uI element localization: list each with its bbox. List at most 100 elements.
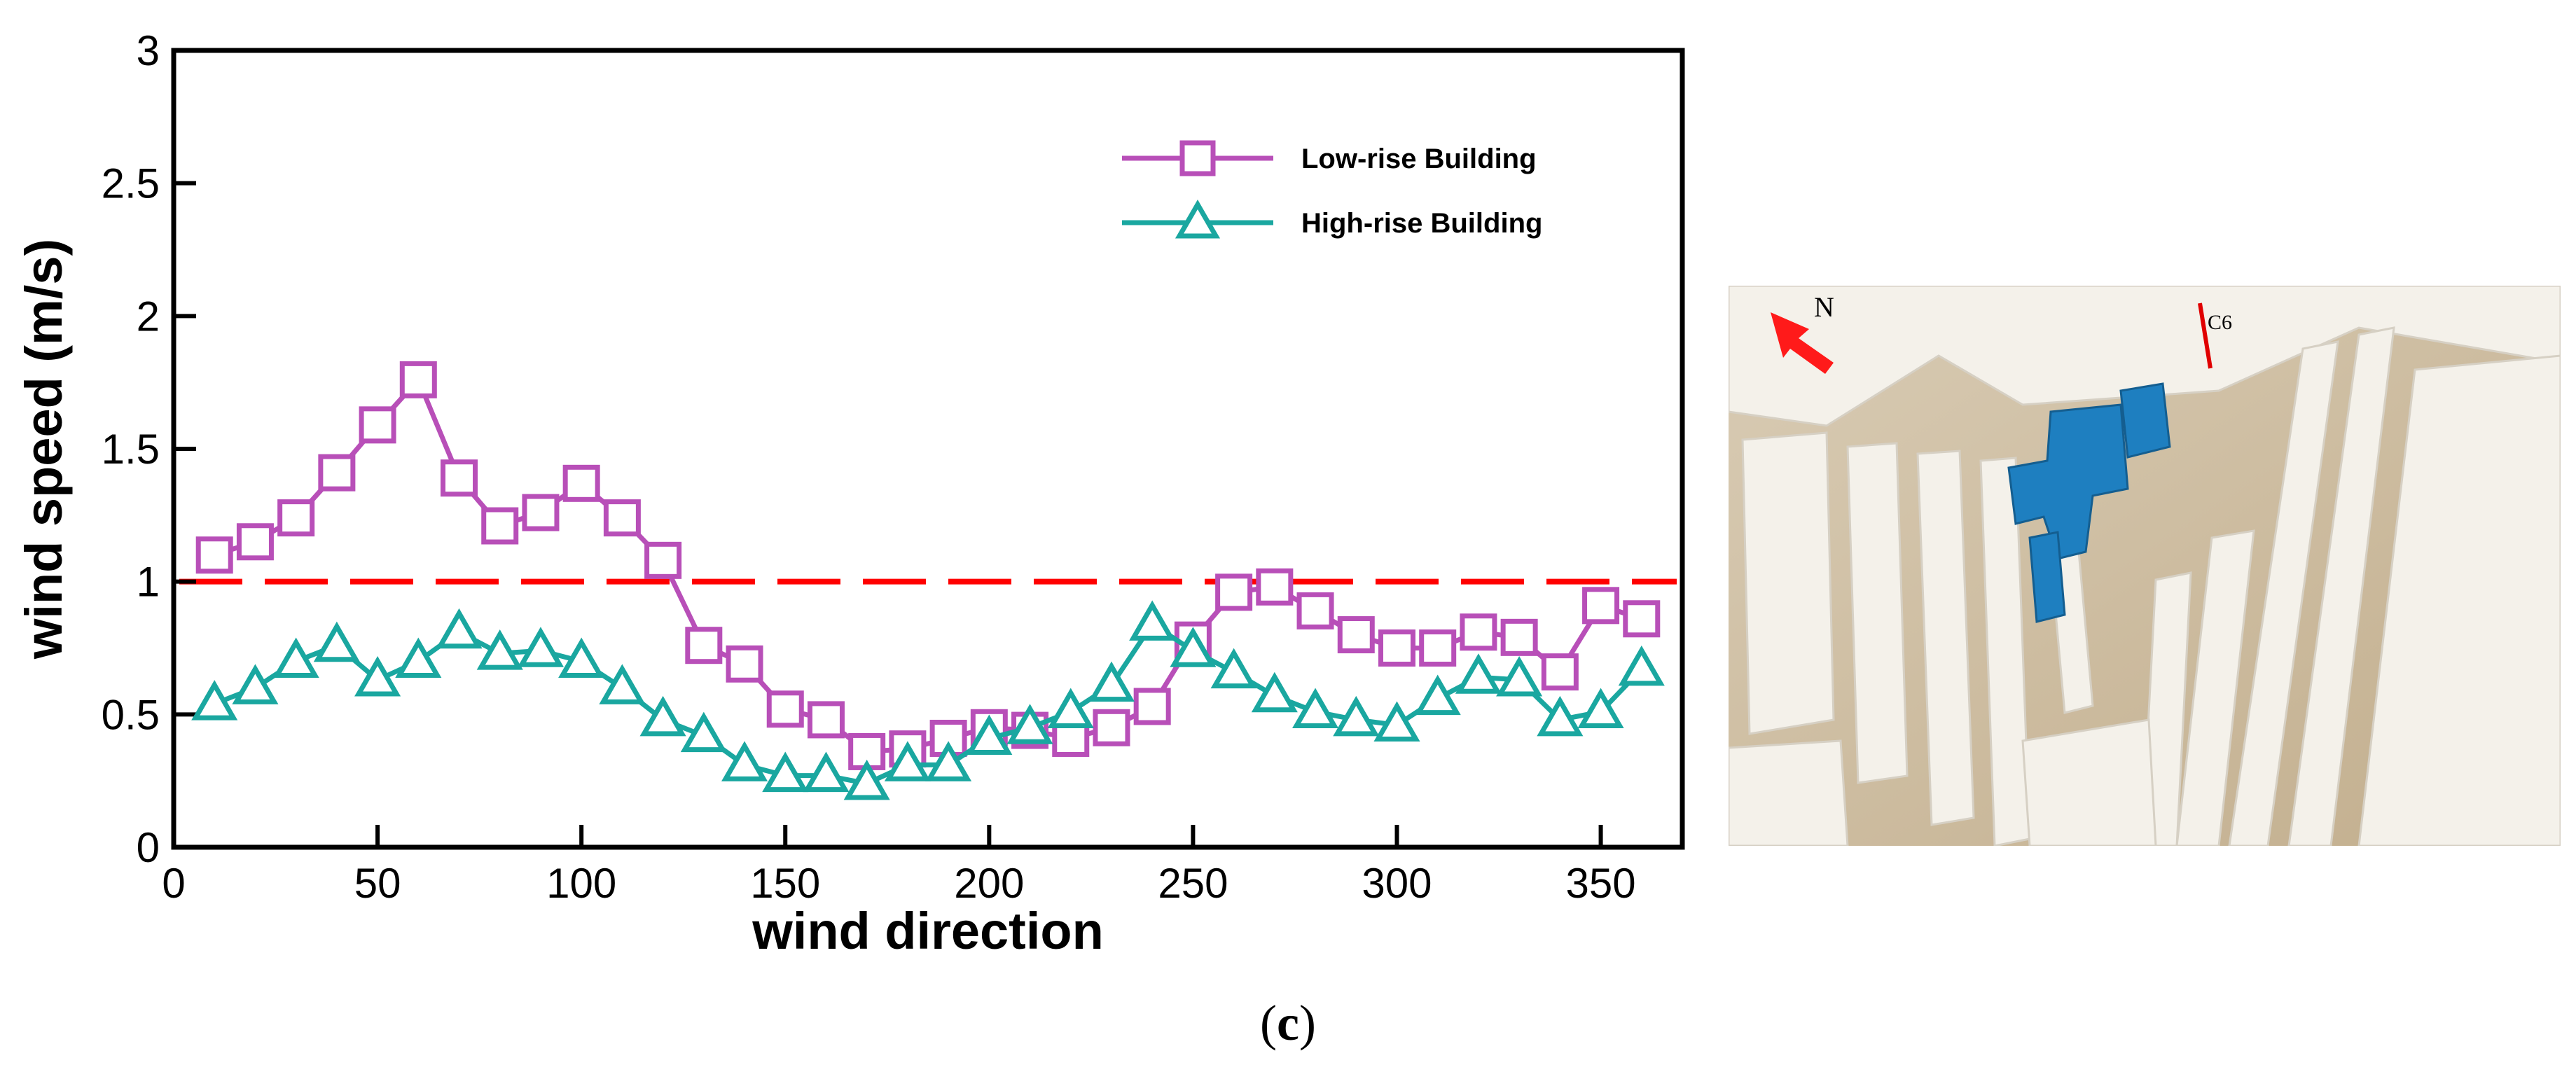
legend-triangle-marker bbox=[1175, 200, 1221, 239]
data-point-triangle bbox=[1496, 655, 1543, 697]
data-point-triangle bbox=[762, 751, 809, 793]
x-tick-label: 300 bbox=[1362, 860, 1432, 907]
measurement-point-c6: C6 bbox=[2198, 302, 2232, 369]
data-point-triangle bbox=[436, 608, 483, 649]
data-point-triangle bbox=[1333, 695, 1380, 737]
y-tick-label: 0 bbox=[137, 824, 160, 871]
data-point-square bbox=[277, 499, 315, 537]
data-point-square bbox=[1093, 709, 1130, 746]
data-point-square bbox=[685, 627, 723, 664]
data-point-square bbox=[399, 361, 437, 398]
data-point-triangle bbox=[1170, 627, 1217, 667]
x-tick-label: 50 bbox=[354, 860, 401, 907]
data-point-square bbox=[726, 645, 763, 683]
wind-speed-chart: 0 50 100 150 200 250 300 350 0 0.5 1 1.5 2 2.5 3 wind… bbox=[15, 27, 1685, 960]
data-point-square bbox=[1500, 618, 1538, 656]
data-point-triangle bbox=[925, 741, 972, 781]
x-tick-label: 350 bbox=[1566, 860, 1636, 907]
x-axis-label: wind direction bbox=[752, 902, 1104, 960]
y-tick-label: 2.5 bbox=[102, 160, 160, 207]
data-point-triangle bbox=[599, 664, 646, 704]
data-point-triangle bbox=[272, 637, 319, 678]
y-tick-label: 2 bbox=[137, 293, 160, 340]
data-point-triangle bbox=[1006, 704, 1053, 744]
data-point-triangle bbox=[639, 695, 686, 737]
point-label-c6: C6 bbox=[2208, 311, 2232, 334]
data-point-square bbox=[1623, 600, 1661, 638]
y-tick-label: 1 bbox=[137, 559, 160, 606]
data-point-square bbox=[644, 541, 682, 579]
data-point-square bbox=[1460, 613, 1497, 651]
data-point-square bbox=[236, 523, 274, 561]
caption-letter: c bbox=[1277, 995, 1299, 1051]
data-point-square bbox=[1296, 592, 1334, 629]
y-tick-label: 0.5 bbox=[102, 691, 160, 738]
legend-item-low-rise: Low-rise Building bbox=[1122, 140, 1537, 176]
data-point-triangle bbox=[1577, 688, 1624, 729]
x-tick-label: 200 bbox=[954, 860, 1024, 907]
data-point-square bbox=[1337, 616, 1375, 654]
data-point-square bbox=[1582, 587, 1620, 625]
caption-open: ( bbox=[1260, 995, 1277, 1051]
data-point-square bbox=[318, 454, 356, 492]
north-label: N bbox=[1814, 291, 1834, 323]
data-point-triangle bbox=[476, 629, 523, 670]
data-point-triangle bbox=[1210, 648, 1257, 689]
data-point-square bbox=[1256, 568, 1294, 606]
data-point-square bbox=[195, 536, 233, 574]
legend-label-high-rise: High-rise Building bbox=[1301, 208, 1542, 239]
data-point-triangle bbox=[1129, 600, 1176, 641]
data-point-square bbox=[1541, 653, 1579, 691]
y-axis-label: wind speed (m/s) bbox=[15, 239, 73, 660]
north-arrow-icon bbox=[1771, 312, 1834, 374]
data-point-triangle bbox=[1373, 701, 1420, 742]
data-point-square bbox=[1215, 573, 1253, 611]
legend-item-high-rise: High-rise Building bbox=[1122, 200, 1542, 239]
data-point-triangle bbox=[517, 627, 564, 667]
data-point-square bbox=[807, 701, 845, 739]
data-point-square bbox=[481, 507, 519, 545]
city-model-photo: N C6 bbox=[1729, 286, 2561, 846]
y-tick-label: 3 bbox=[137, 27, 160, 74]
target-building bbox=[2007, 382, 2171, 623]
data-point-triangle bbox=[966, 714, 1013, 755]
caption-close: ) bbox=[1299, 995, 1316, 1051]
data-point-square bbox=[441, 459, 478, 497]
data-point-triangle bbox=[1537, 695, 1584, 737]
data-point-triangle bbox=[232, 664, 279, 704]
data-point-triangle bbox=[1618, 645, 1665, 686]
data-point-square bbox=[766, 690, 804, 728]
data-point-triangle bbox=[1251, 671, 1298, 713]
figure-caption: (c) bbox=[0, 994, 2576, 1052]
data-point-triangle bbox=[395, 637, 442, 678]
y-tick-label: 1.5 bbox=[102, 426, 160, 473]
data-point-triangle bbox=[884, 741, 931, 781]
data-point-triangle bbox=[721, 741, 768, 781]
data-point-square bbox=[562, 464, 600, 502]
y-axis-ticks: 0 0.5 1 1.5 2 2.5 3 bbox=[102, 27, 196, 871]
legend: Low-rise Building High-rise Building bbox=[1122, 140, 1542, 239]
data-point-triangle bbox=[803, 751, 850, 793]
data-point-triangle bbox=[680, 711, 727, 753]
x-tick-label: 0 bbox=[162, 860, 185, 907]
x-tick-label: 250 bbox=[1158, 860, 1228, 907]
data-point-square bbox=[359, 406, 396, 444]
white-building-blocks bbox=[1729, 286, 2561, 846]
data-point-square bbox=[1133, 688, 1171, 725]
data-point-triangle bbox=[313, 621, 360, 662]
data-point-square bbox=[603, 499, 641, 537]
series-high-rise bbox=[191, 600, 1665, 800]
data-point-triangle bbox=[1455, 653, 1502, 694]
x-tick-label: 150 bbox=[750, 860, 820, 907]
data-point-triangle bbox=[1047, 688, 1094, 729]
data-point-triangle bbox=[191, 680, 238, 721]
series-layer bbox=[191, 361, 1665, 800]
data-point-triangle bbox=[1088, 661, 1135, 702]
x-tick-label: 100 bbox=[546, 860, 616, 907]
x-axis-ticks: 0 50 100 150 200 250 300 350 bbox=[162, 825, 1636, 907]
data-point-triangle bbox=[843, 759, 890, 800]
data-point-triangle bbox=[558, 637, 605, 678]
data-point-triangle bbox=[354, 655, 401, 697]
data-point-triangle bbox=[1292, 688, 1339, 729]
